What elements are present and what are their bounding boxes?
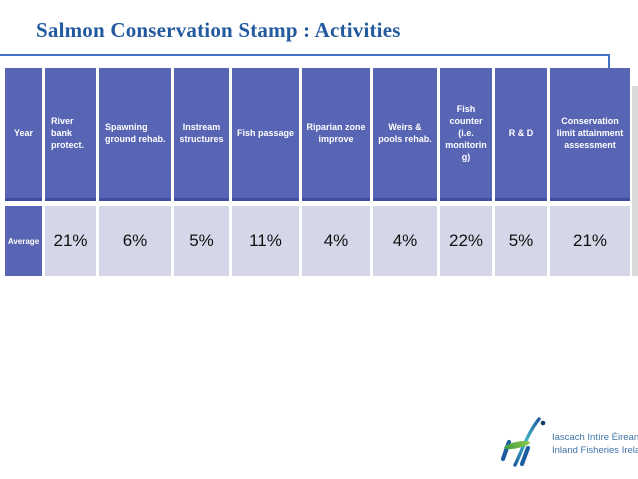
row-label-average: Average [5,206,42,276]
inland-fisheries-ireland-logo: Iascach Intíre Éireann Inland Fisheries … [500,417,638,467]
average-value-fish-passage: 11% [232,206,299,276]
ifi-fish-mark [500,417,546,467]
header-cell-riparian-zone-improve: Riparian zone improve [302,68,370,201]
header-cell-spawning-ground-rehab: Spawning ground rehab. [99,68,171,201]
average-value-weirs-pools-rehab: 4% [373,206,437,276]
header-cell-fish-passage: Fish passage [232,68,299,201]
title-underline-corner [608,54,610,70]
average-value-instream-structures: 5% [174,206,229,276]
logo-text-english: Inland Fisheries Ireland [552,445,638,456]
table-header-row: Year River bank protect. Spawning ground r… [5,68,630,201]
table-average-row: Average 21% 6% 5% 11% 4% 4% 22% 5% 21% [5,206,630,276]
header-cell-instream-structures: Instream structures [174,68,229,201]
table-shadow [632,86,638,276]
header-cell-conservation-limit-attainment-assessment: Conservation limit attainment assessment [550,68,630,201]
average-value-conservation-limit-attainment-assessment: 21% [550,206,630,276]
header-cell-year: Year [5,68,42,201]
average-value-spawning-ground-rehab: 6% [99,206,171,276]
activities-table: Year River bank protect. Spawning ground r… [5,68,630,276]
logo-text-irish: Iascach Intíre Éireann [552,432,638,443]
header-cell-fish-counter-i-e-monitoring: Fish counter (i.e. monitoring) [440,68,492,201]
header-cell-weirs-pools-rehab: Weirs & pools rehab. [373,68,437,201]
slide-title: Salmon Conservation Stamp : Activities [36,18,401,42]
average-value-river-bank-protect: 21% [45,206,96,276]
average-value-riparian-zone-improve: 4% [302,206,370,276]
title-underline [0,54,610,56]
average-value-fish-counter-i-e-monitoring: 22% [440,206,492,276]
header-cell-river-bank-protect: River bank protect. [45,68,96,201]
header-cell-r-d: R & D [495,68,547,201]
average-value-r-d: 5% [495,206,547,276]
